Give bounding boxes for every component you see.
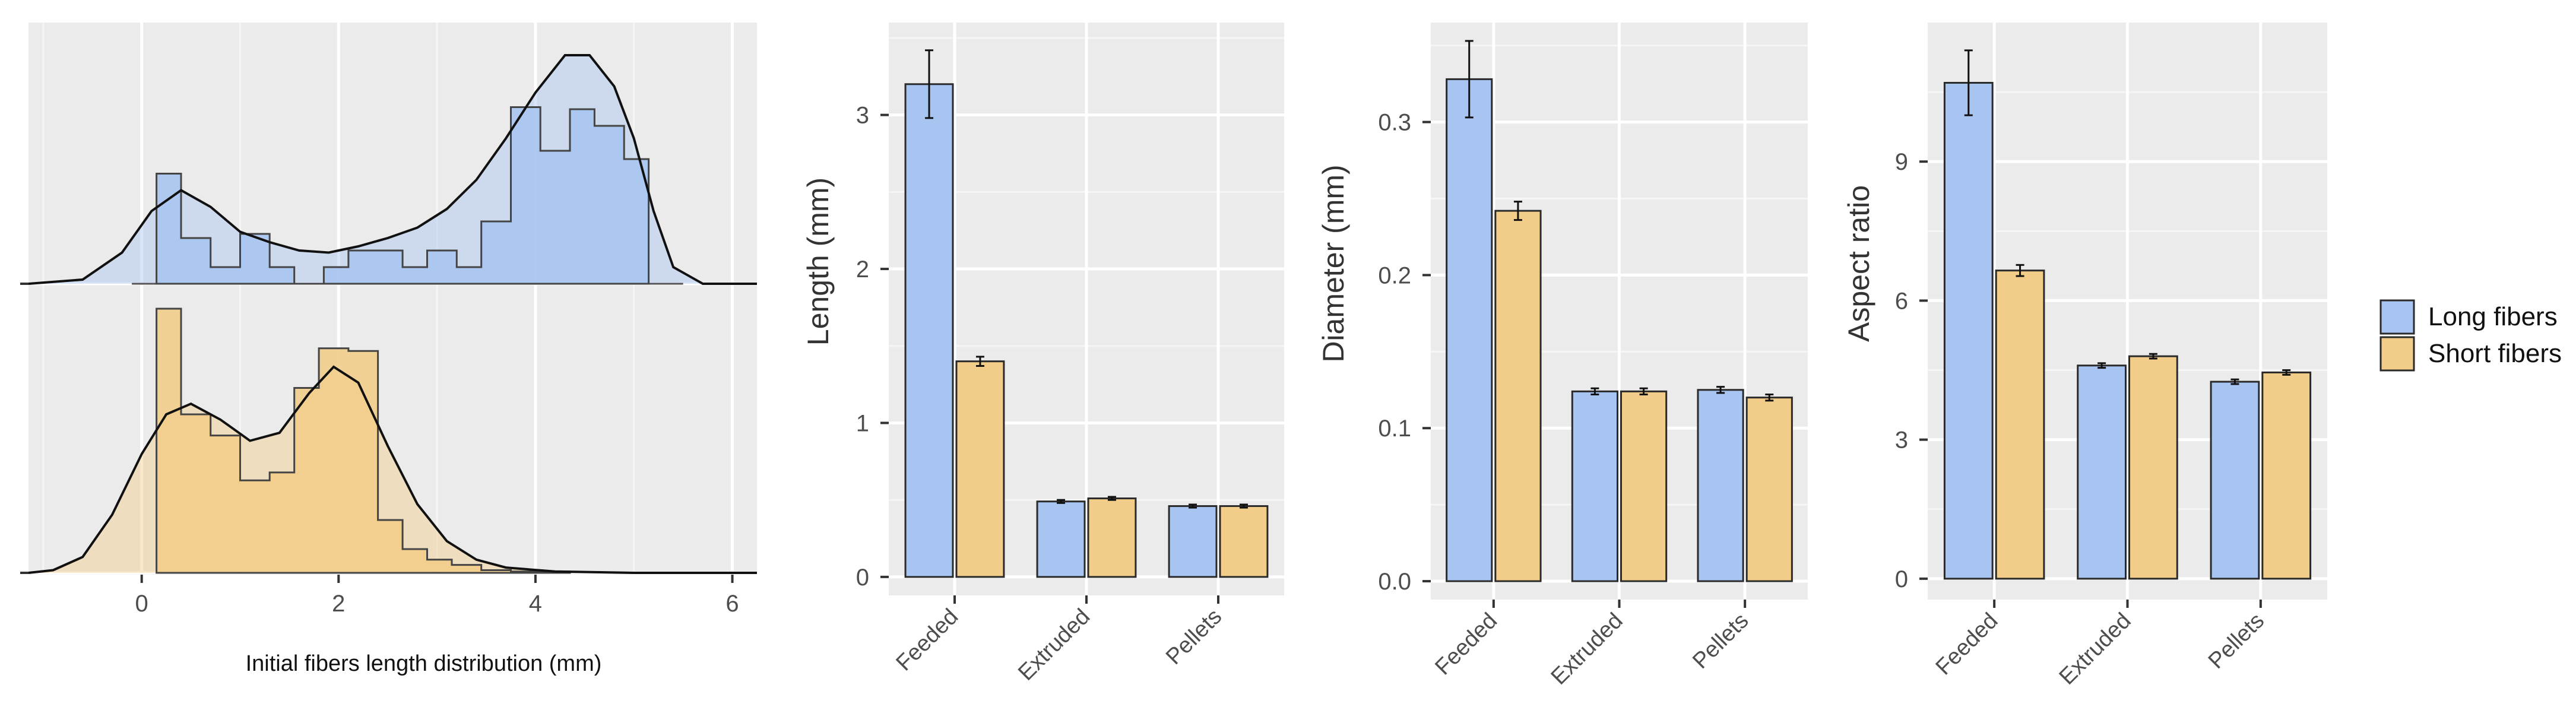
aspect-ratio-bar-short bbox=[1995, 270, 2045, 580]
diameter-x-tick-label: Extruded bbox=[1547, 608, 1628, 690]
length-bar-short bbox=[1219, 505, 1269, 578]
diameter-x-tick-label: Pellets bbox=[1688, 608, 1753, 674]
diameter-bar-short bbox=[1620, 390, 1668, 582]
aspect-ratio-bar-long bbox=[1943, 81, 1994, 580]
legend-swatch-short bbox=[2379, 336, 2415, 372]
diameter-bar-long bbox=[1446, 78, 1493, 582]
length-bar-short bbox=[955, 360, 1005, 578]
density-curve-long bbox=[28, 54, 757, 285]
dist-x-tick-label: 0 bbox=[135, 591, 148, 617]
aspect-ratio-bar-long bbox=[2210, 381, 2260, 580]
legend-label-short: Short fibers bbox=[2428, 339, 2562, 368]
diameter-y-axis-label: Diameter (mm) bbox=[1317, 164, 1350, 362]
diameter-y-tick-label: 0.2 bbox=[1378, 262, 1411, 288]
dist-panel-bg bbox=[28, 23, 757, 575]
aspect-ratio-x-tick-label: Extruded bbox=[2055, 608, 2136, 690]
diameter-bar-long bbox=[1697, 389, 1744, 582]
aspect-ratio-bar-long bbox=[2077, 364, 2127, 580]
length-y-tick-label: 3 bbox=[856, 103, 869, 129]
diameter-bar-long bbox=[1571, 390, 1619, 582]
length-y-tick-label: 1 bbox=[856, 410, 869, 436]
aspect-ratio-y-tick-label: 3 bbox=[1895, 427, 1908, 454]
aspect-ratio-y-axis-label: Aspect ratio bbox=[1842, 185, 1875, 342]
length-bar-long bbox=[1036, 500, 1086, 578]
diameter-bar-short bbox=[1745, 397, 1793, 582]
length-bar-long bbox=[904, 83, 954, 578]
legend-label-long: Long fibers bbox=[2428, 302, 2558, 331]
length-bar-short bbox=[1087, 497, 1137, 578]
aspect-ratio-y-tick-label: 0 bbox=[1895, 566, 1908, 592]
length-x-tick-label: Extruded bbox=[1013, 604, 1095, 686]
length-x-tick-label: Pellets bbox=[1161, 604, 1227, 670]
dist-x-axis-label: Initial fibers length distribution (mm) bbox=[246, 651, 602, 676]
legend: Long fibers Short fibers bbox=[2379, 299, 2562, 372]
dist-x-tick-label: 4 bbox=[529, 591, 542, 617]
diameter-y-tick-label: 0.1 bbox=[1378, 416, 1411, 442]
length-x-tick-label: Feeded bbox=[892, 604, 964, 676]
diameter-y-tick-label: 0.0 bbox=[1378, 569, 1411, 595]
histogram-short bbox=[156, 307, 571, 574]
aspect-ratio-bar-short bbox=[2128, 355, 2178, 580]
aspect-ratio-bar-short bbox=[2261, 371, 2312, 580]
dist-x-tick-label: 2 bbox=[332, 591, 345, 617]
length-y-tick-label: 2 bbox=[856, 256, 869, 283]
aspect-ratio-y-tick-label: 9 bbox=[1895, 149, 1908, 175]
histogram-long bbox=[156, 106, 650, 285]
length-y-axis-label: Length (mm) bbox=[801, 177, 835, 345]
legend-swatch-long bbox=[2379, 299, 2415, 335]
length-bar-long bbox=[1168, 505, 1218, 578]
dist-x-tick-label: 6 bbox=[725, 591, 739, 617]
diameter-y-tick-label: 0.3 bbox=[1378, 110, 1411, 136]
aspect-ratio-x-tick-label: Feeded bbox=[1931, 608, 2003, 680]
diameter-x-tick-label: Feeded bbox=[1430, 608, 1502, 680]
density-curve-short bbox=[28, 365, 757, 574]
aspect-ratio-y-tick-label: 6 bbox=[1895, 288, 1908, 314]
length-y-tick-label: 0 bbox=[856, 565, 869, 591]
diameter-bar-short bbox=[1494, 210, 1542, 582]
aspect-ratio-x-tick-label: Pellets bbox=[2204, 608, 2269, 674]
